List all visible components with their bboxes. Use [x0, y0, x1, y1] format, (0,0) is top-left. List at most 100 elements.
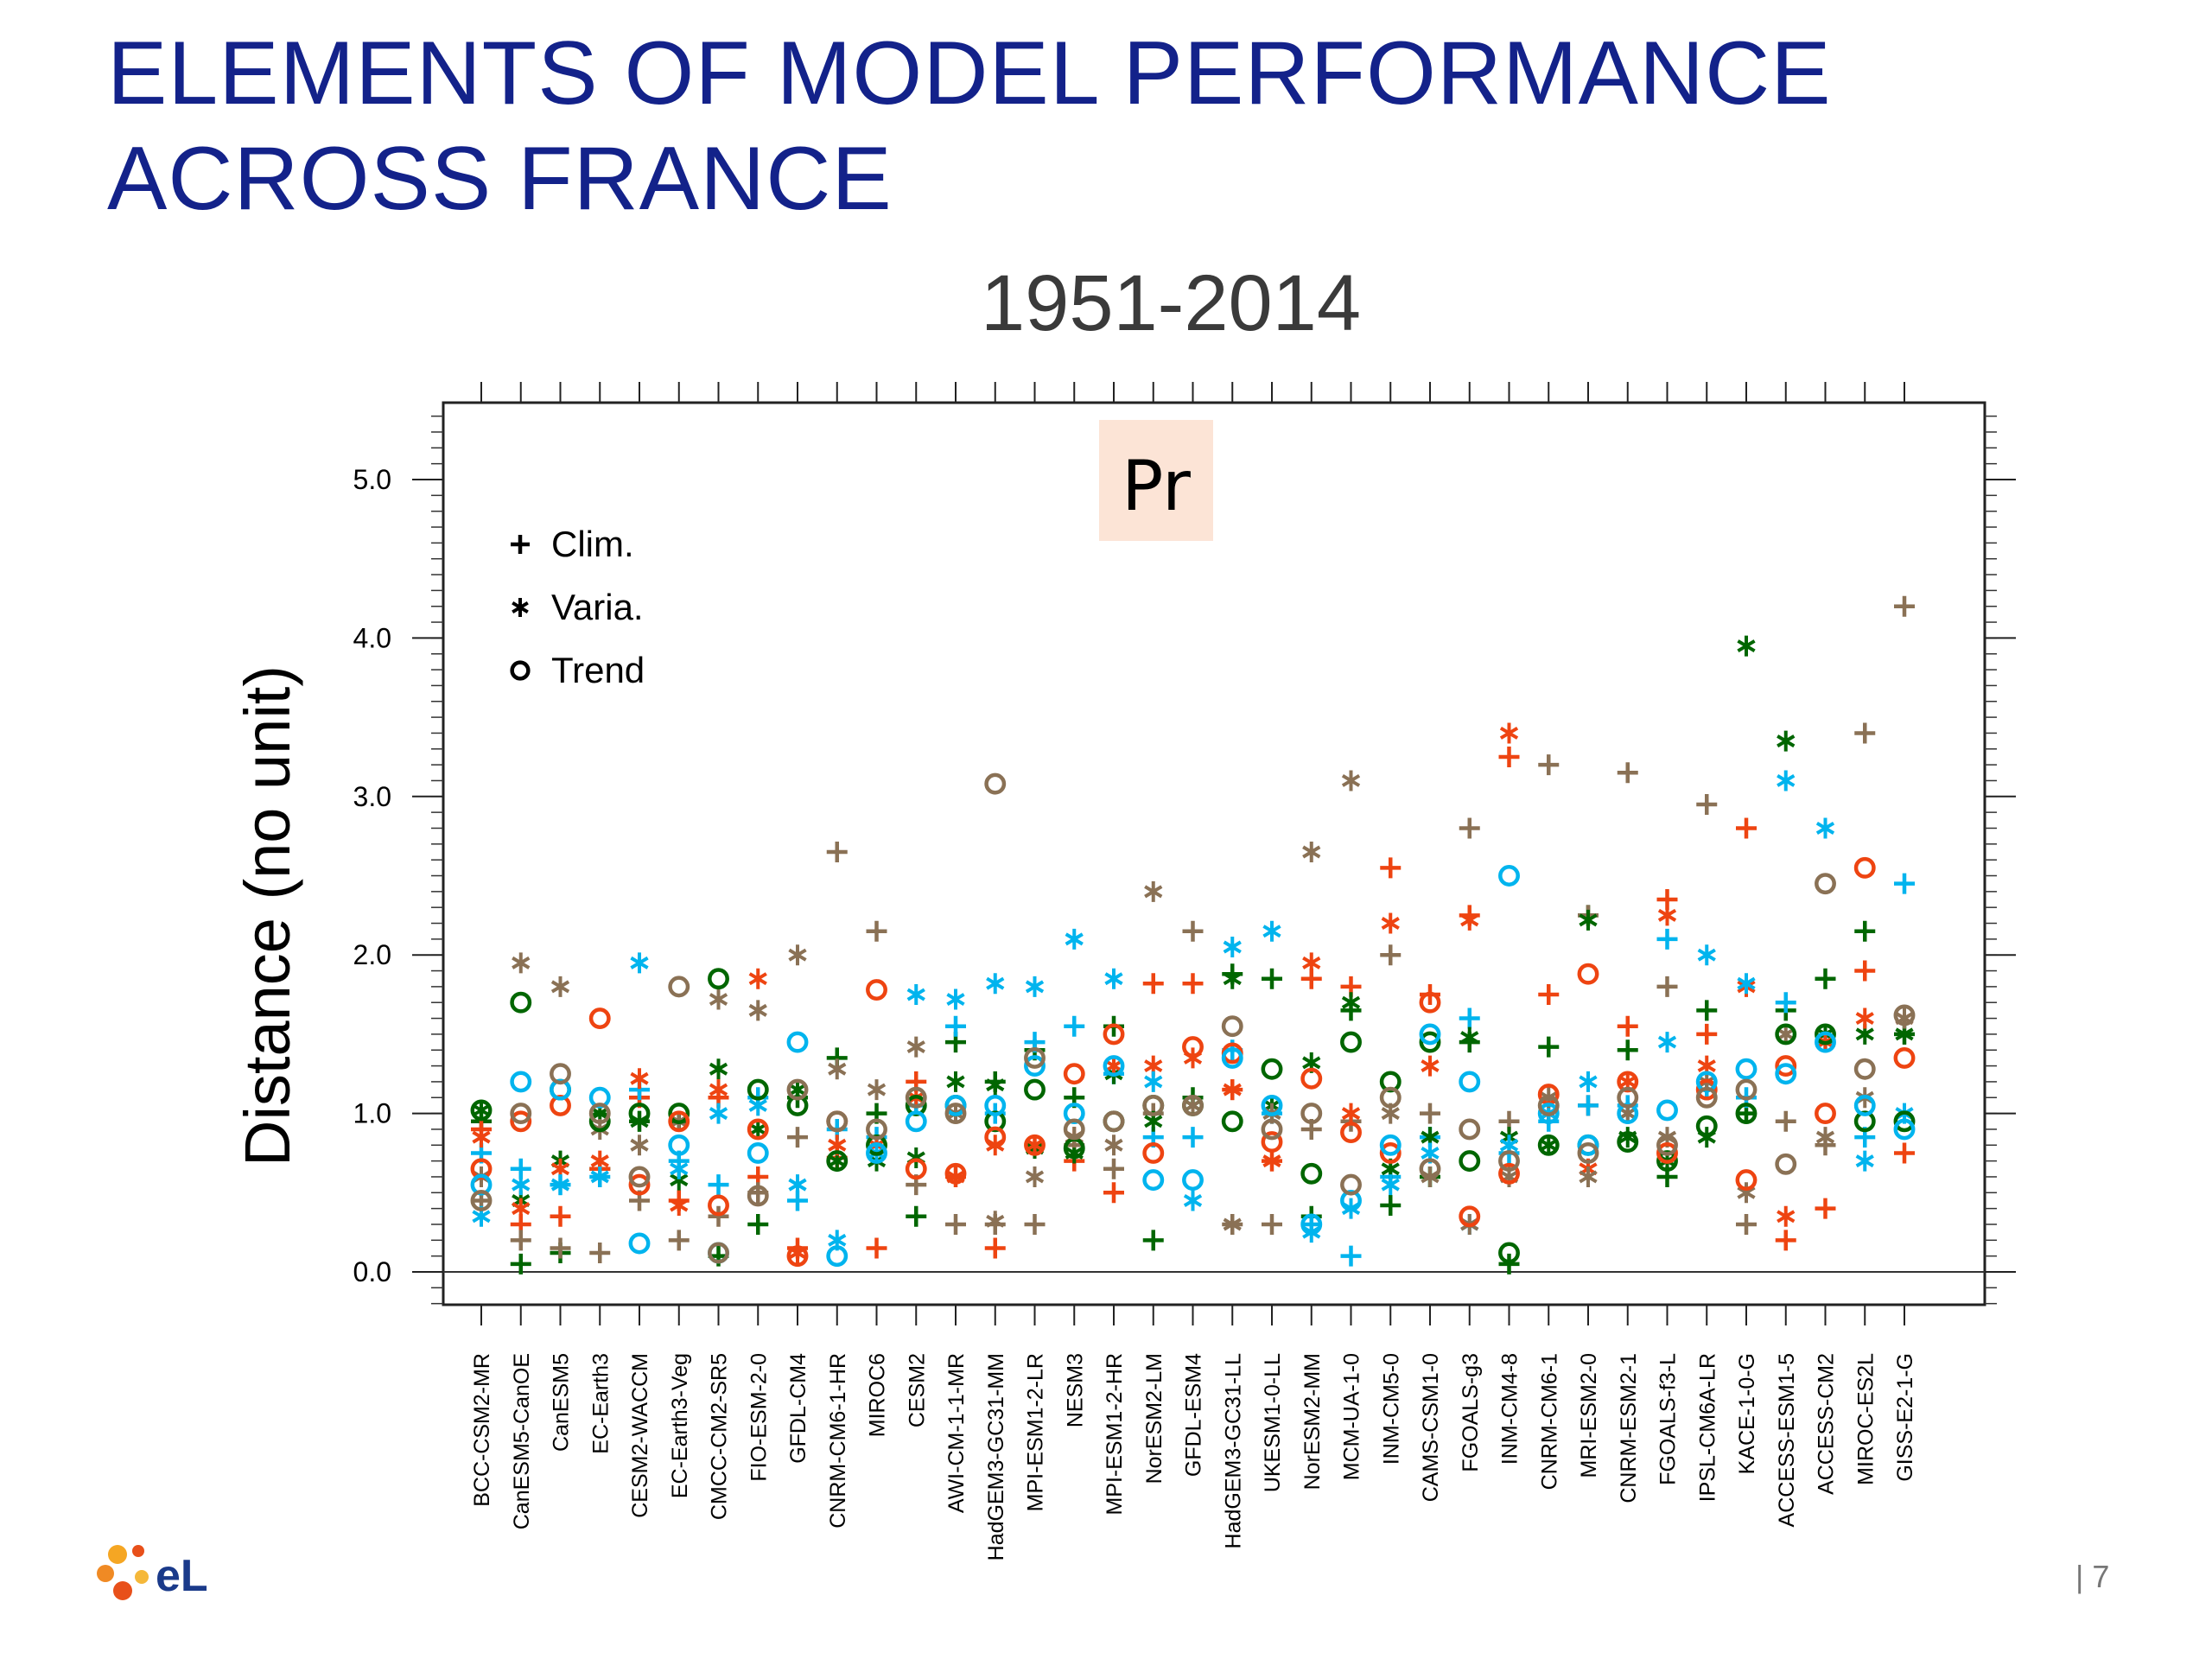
- data-point-circle: [668, 1103, 690, 1125]
- data-point-plus: [1775, 1110, 1796, 1132]
- data-point-star: [1381, 912, 1400, 934]
- x-tick-label: HadGEM3-GC31-MM: [984, 1353, 1008, 1560]
- data-point-star: [670, 1158, 689, 1179]
- data-point-star: [1579, 909, 1598, 931]
- x-tick-label: ACCESS-CM2: [1815, 1353, 1839, 1495]
- data-point-star: [748, 1000, 767, 1021]
- data-point-star: [1460, 909, 1479, 931]
- data-point-star: [630, 1135, 649, 1156]
- data-point-star: [512, 1174, 531, 1196]
- data-point-plus: [1142, 973, 1164, 995]
- data-point-circle: [708, 968, 729, 990]
- data-point-star: [1777, 770, 1796, 791]
- x-tick-label: GFDL-ESM4: [1182, 1353, 1206, 1477]
- data-point-plus: [1617, 1015, 1638, 1037]
- data-point-circle: [470, 1190, 493, 1211]
- data-point-circle: [1735, 1169, 1758, 1192]
- data-point-star: [709, 1058, 728, 1080]
- data-point-plus: [1459, 1007, 1480, 1029]
- data-point-circle: [1182, 1036, 1204, 1058]
- data-point-circle: [628, 1232, 651, 1255]
- data-point-circle: [1775, 1055, 1797, 1077]
- data-point-circle: [470, 1099, 493, 1122]
- data-point-plus: [906, 1205, 927, 1227]
- data-point-plus: [1696, 1023, 1718, 1045]
- data-point-plus: [1894, 873, 1915, 894]
- data-point-circle: [905, 1086, 927, 1109]
- data-point-circle: [1815, 1031, 1836, 1053]
- data-point-star: [946, 1071, 965, 1092]
- data-point-circle: [984, 1094, 1007, 1116]
- data-point-plus: [1498, 1253, 1520, 1274]
- data-point-plus: [1380, 857, 1402, 879]
- y-tick-label: 5.0: [353, 464, 391, 495]
- data-point-circle: [1340, 1173, 1362, 1196]
- data-point-star: [1737, 1182, 1756, 1204]
- data-point-circle: [628, 1173, 651, 1196]
- data-point-circle: [1735, 1078, 1758, 1101]
- data-point-circle: [1340, 1031, 1362, 1053]
- data-point-circle: [588, 1103, 611, 1125]
- x-tick-label: CMCC-CM2-SR5: [708, 1353, 732, 1520]
- x-tick-label: AWI-CM-1-1-MR: [944, 1353, 969, 1513]
- data-point-circle: [1735, 1058, 1758, 1080]
- data-point-star: [1737, 973, 1756, 995]
- data-point-circle: [1735, 1103, 1758, 1125]
- data-point-plus: [1578, 1095, 1599, 1116]
- data-point-circle: [1695, 1086, 1718, 1109]
- x-tick-label: HadGEM3-GC31-LL: [1221, 1353, 1245, 1549]
- data-point-circle: [1261, 1058, 1283, 1080]
- data-point-star: [946, 988, 965, 1010]
- data-point-plus: [1656, 928, 1678, 950]
- data-point-star: [1341, 1103, 1361, 1124]
- data-point-star: [1302, 841, 1321, 862]
- data-point-plus: [1617, 762, 1638, 784]
- data-point-circle: [1300, 1162, 1323, 1185]
- data-point-plus: [1538, 1036, 1560, 1058]
- data-point-circle: [668, 1134, 690, 1156]
- x-tick-label: MPI-ESM1-2-LR: [1024, 1353, 1048, 1511]
- data-point-circle: [1656, 1142, 1678, 1164]
- data-point-circle: [1379, 1142, 1402, 1164]
- data-point-plus: [1854, 722, 1876, 744]
- y-tick-label: 3.0: [353, 781, 391, 812]
- data-point-circle: [668, 976, 690, 998]
- data-point-circle: [866, 1118, 887, 1141]
- x-tick-label: UKESM1-0-LL: [1261, 1353, 1285, 1492]
- data-point-star: [1025, 976, 1045, 997]
- legend-label: Clim.: [551, 524, 634, 564]
- data-point-star: [550, 1174, 570, 1196]
- data-point-plus: [1498, 746, 1520, 767]
- data-point-plus: [1262, 1213, 1282, 1235]
- data-point-star: [1302, 952, 1321, 974]
- data-point-circle: [1221, 1110, 1243, 1133]
- data-point-circle: [1221, 1015, 1243, 1038]
- x-tick-label: NESM3: [1063, 1353, 1087, 1427]
- data-point-circle: [866, 1142, 887, 1164]
- data-point-star: [709, 1079, 728, 1101]
- x-tick-label: CESM2: [905, 1353, 929, 1427]
- data-point-plus: [1696, 1000, 1718, 1021]
- data-point-star: [1104, 1135, 1123, 1156]
- data-point-plus: [589, 1242, 611, 1263]
- x-tick-label: CNRM-CM6-1: [1537, 1353, 1561, 1490]
- data-point-circle: [944, 1103, 967, 1125]
- data-point-circle: [1577, 1142, 1599, 1164]
- slide-title-line-1: ELEMENTS OF MODEL PERFORMANCE: [107, 23, 1832, 124]
- data-point-plus: [1340, 1245, 1362, 1267]
- data-point-plus: [1696, 793, 1718, 815]
- data-point-circle: [1459, 1118, 1481, 1141]
- data-point-circle: [1300, 1103, 1323, 1125]
- data-point-circle: [1300, 1067, 1323, 1090]
- data-point-star: [630, 952, 649, 974]
- data-point-circle: [747, 1118, 769, 1141]
- data-point-star: [1777, 730, 1796, 752]
- data-point-circle: [1695, 1078, 1718, 1101]
- data-point-circle: [1617, 1131, 1639, 1154]
- data-point-circle: [1498, 865, 1520, 887]
- data-point-plus: [945, 1015, 966, 1037]
- data-point-plus: [1182, 920, 1204, 942]
- data-point-circle: [786, 1078, 809, 1101]
- data-point-circle: [1498, 1162, 1520, 1185]
- slide-title-line-2: ACROSS FRANCE: [107, 129, 893, 229]
